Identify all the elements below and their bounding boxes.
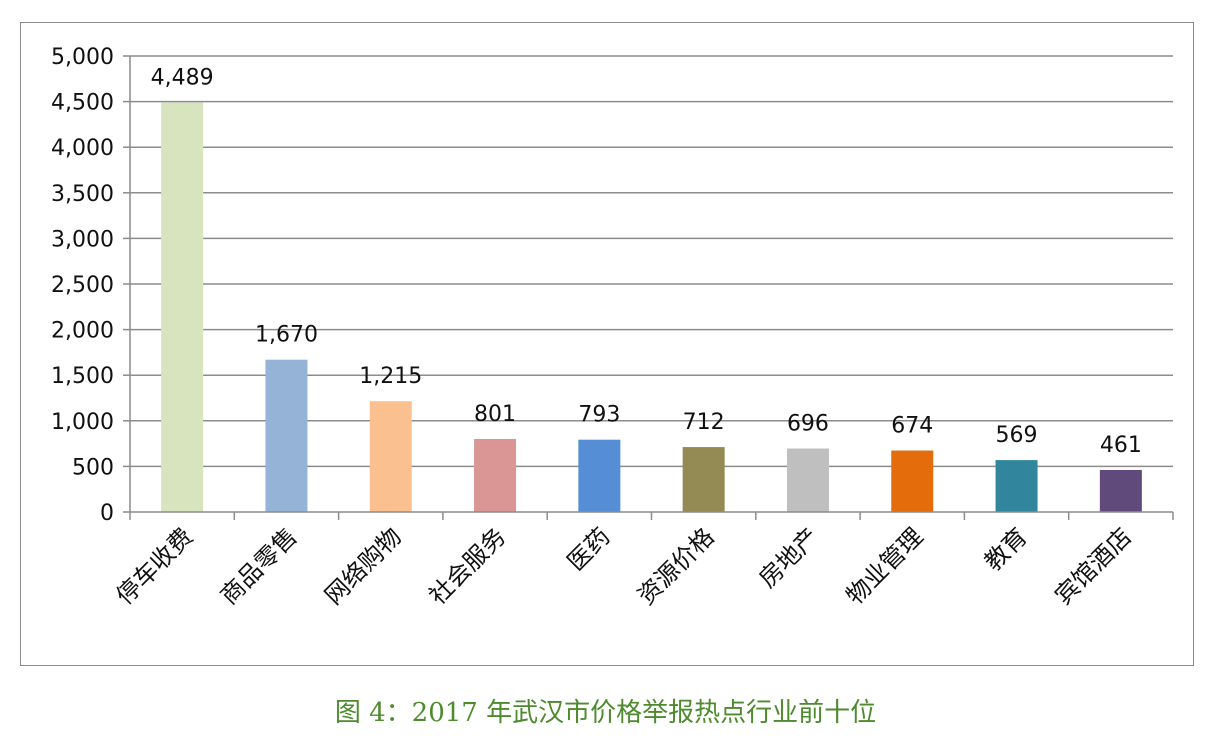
bar: [578, 439, 621, 512]
data-label: 1,670: [255, 323, 318, 348]
bar: [369, 401, 412, 512]
data-label: 793: [578, 403, 620, 428]
bar: [474, 438, 517, 512]
y-tick-label: 0: [100, 501, 114, 526]
bar: [265, 359, 308, 512]
x-tick-label: 宾馆酒店: [1049, 522, 1137, 610]
y-tick-label: 4,500: [51, 91, 114, 116]
bar: [786, 448, 829, 512]
x-tick-label: 医药: [562, 522, 616, 576]
bar: [682, 447, 725, 512]
x-tick-label: 商品零售: [215, 522, 303, 610]
labels: 0 500 1,000 1,500 2,000 2,500 3,000 3,500 4,000 4…: [51, 45, 1142, 610]
x-tick-label: 网络购物: [319, 522, 407, 610]
data-label: 4,489: [151, 66, 214, 91]
x-tick-label: 社会服务: [424, 522, 512, 610]
chart-frame: [20, 22, 1194, 666]
y-tick-label: 3,000: [51, 227, 114, 252]
figure-caption: 图 4：2017 年武汉市价格举报热点行业前十位: [334, 698, 877, 728]
y-tick-label: 1,500: [51, 364, 114, 389]
data-label: 674: [891, 414, 933, 439]
x-tick-label: 资源价格: [632, 522, 720, 610]
data-label: 1,215: [359, 364, 422, 389]
bars: [161, 102, 1142, 512]
x-tick-label: 物业管理: [841, 522, 929, 610]
y-tick-label: 2,000: [51, 319, 114, 344]
data-label: 569: [996, 423, 1038, 448]
y-tick-label: 4,000: [51, 136, 114, 161]
y-tick-label: 5,000: [51, 45, 114, 70]
data-label: 461: [1100, 433, 1142, 458]
data-label: 712: [683, 410, 725, 435]
x-tick-label: 停车收费: [111, 522, 199, 610]
bar-chart: 0 500 1,000 1,500 2,000 2,500 3,000 3,500 4,000 4…: [51, 45, 1174, 610]
axes: [123, 55, 1174, 520]
data-label: 696: [787, 412, 829, 437]
y-tick-label: 3,500: [51, 182, 114, 207]
y-tick-label: 500: [72, 455, 114, 480]
y-tick-label: 2,500: [51, 273, 114, 298]
y-tick-label: 1,000: [51, 410, 114, 435]
bar: [891, 450, 934, 512]
x-tick-label: 房地产: [753, 522, 824, 593]
bar: [995, 460, 1038, 512]
data-label: 801: [474, 402, 516, 427]
x-tick-label: 教育: [979, 522, 1033, 576]
bar: [1099, 469, 1142, 512]
bar: [161, 102, 204, 512]
